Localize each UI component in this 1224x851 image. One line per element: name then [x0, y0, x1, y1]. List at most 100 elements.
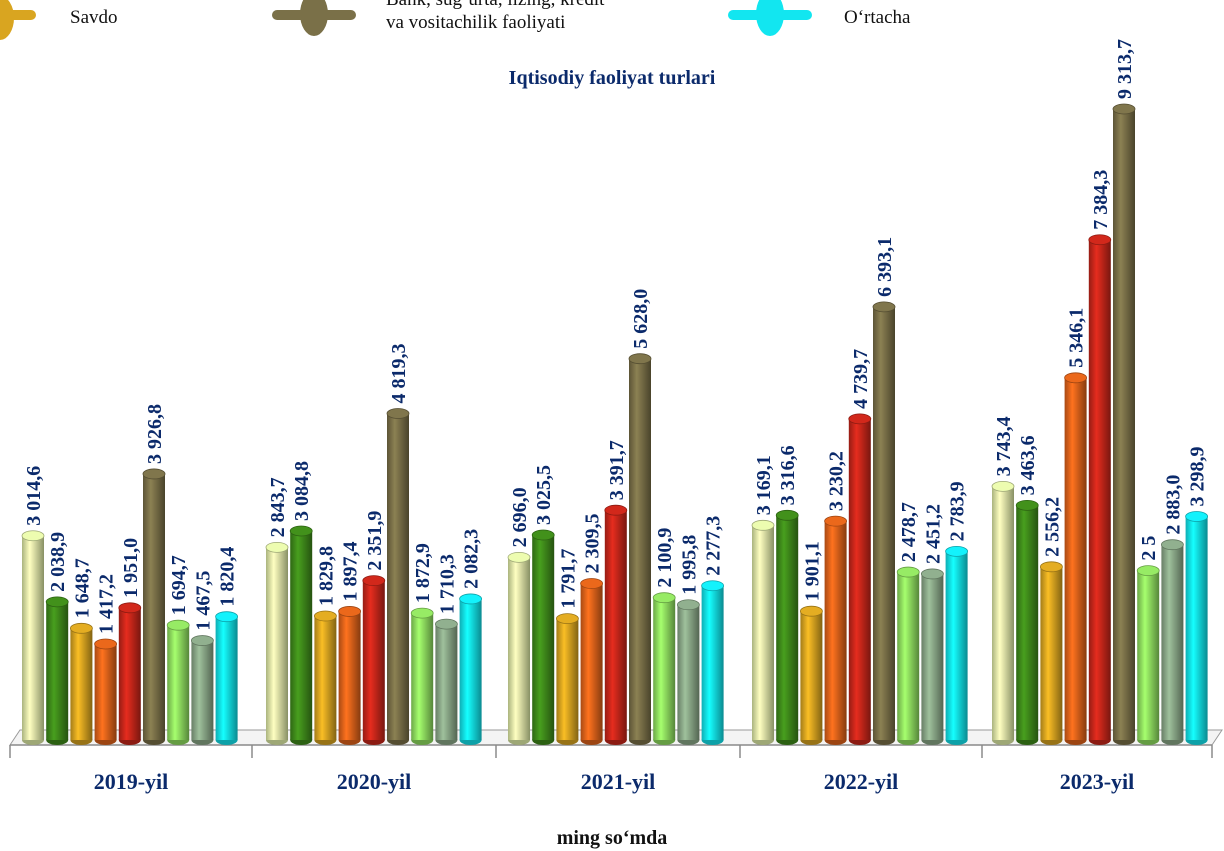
- data-label: 4 819,3: [388, 343, 410, 403]
- bar-cap: [338, 606, 362, 617]
- bar-cap: [362, 575, 386, 587]
- bar-cap: [190, 635, 214, 646]
- bar: [991, 480, 1015, 745]
- bar-cap: [677, 599, 700, 611]
- bar: [1064, 372, 1087, 745]
- bar-body: [191, 640, 214, 740]
- bar-body: [215, 616, 238, 740]
- bar-body: [143, 473, 165, 740]
- bar-body: [167, 625, 190, 740]
- bar: [313, 610, 337, 745]
- bar-cap: [434, 618, 458, 630]
- legend-marker-savdo: [0, 0, 14, 40]
- bar-cap: [289, 525, 313, 537]
- bar-cap: [945, 545, 968, 557]
- bar: [338, 606, 362, 745]
- bar-body: [776, 515, 799, 740]
- data-label: 1 648,7: [71, 558, 93, 618]
- bar: [215, 611, 239, 745]
- bar: [94, 638, 117, 745]
- bar-body: [1185, 516, 1208, 740]
- bar-body: [800, 611, 823, 740]
- data-label: 3 298,9: [1187, 446, 1209, 506]
- bar: [896, 566, 920, 745]
- bar-body: [1113, 108, 1135, 740]
- bar-cap: [1064, 372, 1087, 384]
- bar-cap: [1112, 103, 1136, 115]
- legend-label-bank-line1: Bank, sug‘urta, lizing, kredit: [386, 0, 604, 11]
- bar-body: [94, 643, 117, 740]
- data-label: 2 783,9: [947, 481, 969, 541]
- x-tick-label: 2020-yil: [337, 769, 412, 794]
- data-label: 1 820,4: [217, 547, 239, 607]
- bar-body: [1016, 505, 1039, 740]
- data-label: 1 791,7: [557, 549, 579, 609]
- bar-cap: [701, 580, 724, 592]
- data-label: 2 451,2: [922, 504, 944, 564]
- bar-cap: [410, 607, 434, 619]
- legend-swatch-savdo: [0, 10, 36, 20]
- data-label: 2 100,9: [654, 528, 676, 588]
- bar-cap: [118, 602, 142, 614]
- bar: [142, 468, 166, 745]
- bar-cap: [604, 504, 628, 516]
- bar: [580, 578, 603, 745]
- bar-cap: [313, 610, 337, 622]
- bar: [265, 541, 289, 745]
- bar-body: [459, 598, 482, 740]
- category-labels: 2019-yil 2020-yil 2021-yil 2022-yil 2023-yil: [94, 769, 1135, 794]
- bar-cap: [507, 551, 531, 563]
- data-label: 3 169,1: [753, 455, 775, 515]
- data-label: 2 478,7: [898, 502, 920, 562]
- data-label: 2 696,0: [509, 487, 531, 547]
- bar-body: [338, 611, 361, 740]
- bar-body: [848, 418, 871, 740]
- bar-cap: [386, 408, 410, 419]
- bar-cap: [580, 578, 603, 589]
- bar-body: [921, 573, 944, 740]
- chart-title: Iqtisodiy faoliyat turlari: [508, 67, 716, 89]
- bar-body: [22, 535, 44, 740]
- bar-body: [556, 618, 579, 740]
- bar-cap: [896, 566, 920, 578]
- data-label: 2 5: [1138, 536, 1160, 561]
- bar: [45, 596, 69, 745]
- bar-body: [1088, 239, 1111, 740]
- bar-cap: [1040, 561, 1063, 573]
- bar-cap: [1088, 234, 1112, 246]
- data-label: 1 995,8: [678, 535, 700, 595]
- bar: [1088, 234, 1112, 745]
- bar-body: [945, 551, 968, 740]
- data-label: 3 084,8: [291, 461, 313, 521]
- bar-body: [387, 413, 409, 740]
- bar-body: [1161, 544, 1184, 740]
- data-label: 2 309,5: [582, 514, 604, 574]
- bar: [166, 619, 190, 745]
- bar-cap: [800, 605, 823, 617]
- bar: [1185, 511, 1208, 745]
- bar-cap: [1185, 511, 1208, 522]
- bar-body: [314, 616, 337, 740]
- bar-cap: [215, 611, 239, 623]
- bar: [190, 635, 214, 745]
- bar: [386, 408, 410, 745]
- bar: [434, 618, 458, 745]
- data-label: 7 384,3: [1090, 170, 1112, 230]
- bar-cap: [872, 301, 896, 313]
- bar-cap: [991, 480, 1015, 492]
- bar: [531, 529, 555, 745]
- bar-body: [604, 510, 627, 740]
- bar: [701, 580, 724, 745]
- data-label: 3 014,6: [23, 466, 45, 526]
- bar-cap: [459, 593, 483, 605]
- bar: [459, 593, 483, 745]
- data-label: 1 829,8: [315, 546, 337, 606]
- data-label: 2 277,3: [703, 516, 725, 576]
- bar-cap: [1015, 499, 1039, 511]
- bar-cap: [21, 530, 45, 542]
- legend-label-bank-line2: va vositachilik faoliyati: [386, 12, 566, 33]
- bar: [507, 551, 531, 745]
- bar-body: [677, 604, 700, 740]
- bar-body: [266, 547, 288, 740]
- bar-body: [1040, 566, 1063, 740]
